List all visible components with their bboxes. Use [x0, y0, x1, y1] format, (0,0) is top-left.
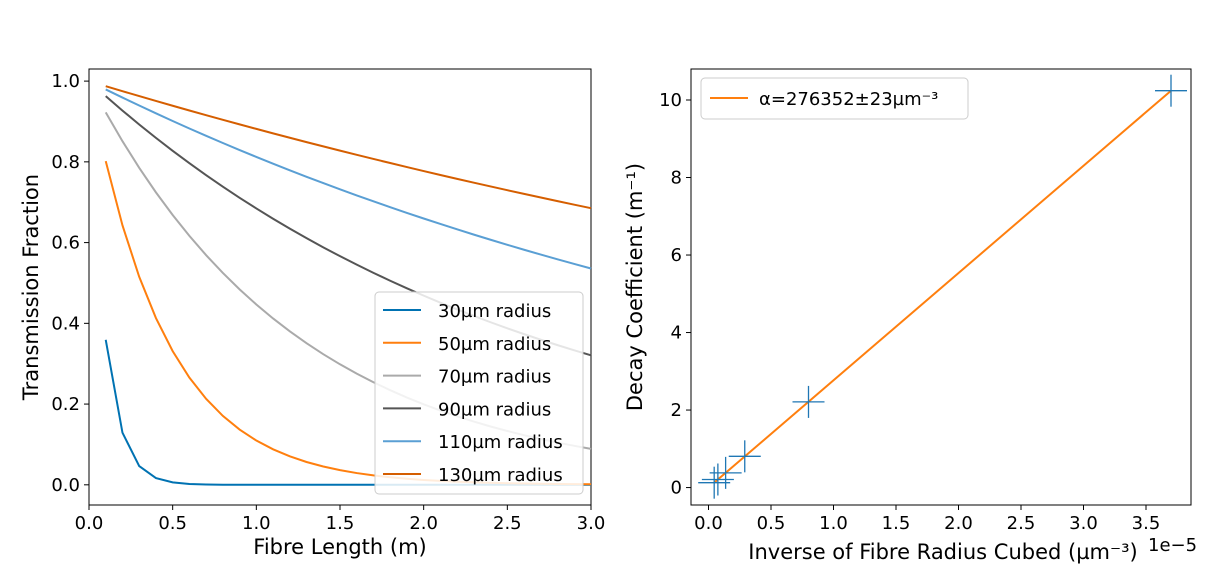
y-tick-label: 4 [671, 323, 682, 344]
x-tick-label: 1.5 [882, 513, 911, 534]
y-tick-label: 0.0 [51, 475, 80, 496]
data-point-3 [709, 456, 742, 489]
left-chart: 0.0 0.5 1.0 1.5 2.0 2.5 3.0 0.0 0.2 0.4 0.6 0.8 1.0… [19, 68, 606, 559]
y-tick-label: 0 [671, 478, 682, 499]
data-point-4 [701, 463, 734, 496]
x-tick-label: 3.0 [1069, 513, 1098, 534]
right-legend-box [700, 77, 969, 120]
x-tick-label: 2.5 [1007, 513, 1036, 534]
right-x-axis-label: Inverse of Fibre Radius Cubed (µm⁻³) [748, 540, 1137, 564]
y-tick-label: 2 [671, 400, 682, 421]
y-tick-label: 1.0 [51, 71, 80, 92]
legend-label-2: 70µm radius [438, 367, 551, 388]
x-tick-label: 3.5 [1132, 513, 1161, 534]
x-tick-label: 0.0 [75, 513, 104, 534]
right-x-offset-label: 1e−5 [1148, 535, 1197, 556]
x-tick-label: 2.5 [493, 513, 522, 534]
y-tick-label: 0.6 [51, 233, 80, 254]
left-y-ticks: 0.0 0.2 0.4 0.6 0.8 1.0 [51, 71, 89, 496]
right-plot-frame [690, 68, 1192, 506]
series-line-5 [105, 85, 592, 210]
x-tick-label: 1.5 [326, 513, 355, 534]
x-tick-label: 1.0 [819, 513, 848, 534]
legend-label-5: 130µm radius [438, 465, 563, 486]
legend-label-1: 50µm radius [438, 334, 551, 355]
right-legend-label: α=276352±23µm⁻³ [759, 89, 938, 110]
right-chart: 0.0 0.5 1.0 1.5 2.0 2.5 3.0 3.5 0 2 4 6 8 10 Inverse… [623, 68, 1197, 564]
y-tick-label: 6 [671, 245, 682, 266]
x-tick-label: 2.0 [944, 513, 973, 534]
right-fit-line [713, 89, 1172, 484]
legend-label-3: 90µm radius [438, 399, 551, 420]
x-tick-label: 1.0 [242, 513, 271, 534]
left-y-axis-label: Transmission Fraction [19, 174, 43, 401]
y-tick-label: 0.2 [51, 394, 80, 415]
right-y-ticks: 0 2 4 6 8 10 [659, 90, 691, 499]
x-tick-label: 0.5 [757, 513, 786, 534]
left-legend-items: 30µm radius 50µm radius 70µm radius 90µm ra… [383, 301, 563, 486]
right-x-ticks: 0.0 0.5 1.0 1.5 2.0 2.5 3.0 3.5 [694, 505, 1160, 534]
fit-line [713, 89, 1172, 484]
legend-label-0: 30µm radius [438, 301, 551, 322]
left-x-ticks: 0.0 0.5 1.0 1.5 2.0 2.5 3.0 [75, 505, 606, 534]
data-point-5 [698, 466, 731, 499]
data-point-1 [792, 385, 825, 418]
right-y-axis-label: Decay Coefficient (m⁻¹) [623, 163, 647, 411]
left-x-axis-label: Fibre Length (m) [253, 535, 426, 559]
legend-label-4: 110µm radius [438, 432, 563, 453]
y-tick-label: 8 [671, 168, 682, 189]
left-legend-box [374, 291, 584, 495]
x-tick-label: 0.5 [158, 513, 187, 534]
right-legend: α=276352±23µm⁻³ [700, 77, 969, 120]
y-tick-label: 10 [659, 90, 682, 111]
right-data-points [698, 74, 1187, 499]
y-tick-label: 0.4 [51, 313, 80, 334]
series-line-4 [105, 88, 592, 270]
data-point-0 [1155, 74, 1187, 107]
x-tick-label: 3.0 [577, 513, 606, 534]
data-point-2 [728, 440, 761, 473]
left-legend: 30µm radius 50µm radius 70µm radius 90µm ra… [374, 291, 584, 495]
x-tick-label: 2.0 [409, 513, 438, 534]
x-tick-label: 0.0 [694, 513, 723, 534]
y-tick-label: 0.8 [51, 152, 80, 173]
